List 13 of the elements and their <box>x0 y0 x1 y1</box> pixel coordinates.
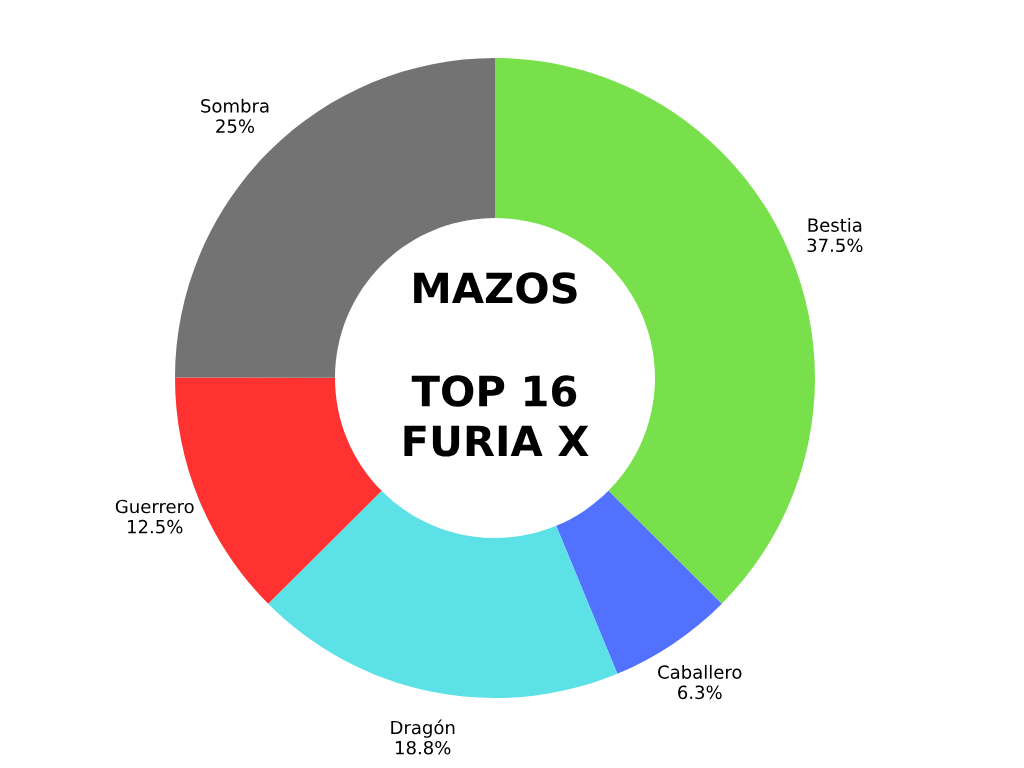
slice-label: Sombra <box>201 98 269 113</box>
slice-label: Dragón <box>391 719 455 738</box>
text: TOP 16 FURIA X <box>404 375 589 457</box>
slice-label: Guerrero <box>115 499 194 514</box>
data-label: 12.5% <box>128 519 183 534</box>
data-label: 6.3% <box>678 685 722 700</box>
slice-label: Caballero <box>658 664 742 679</box>
data-label: 18.8% <box>396 740 451 755</box>
data-label: 37.5% <box>807 238 863 253</box>
text: MAZOS <box>414 272 577 304</box>
data-label: 25% <box>216 119 255 133</box>
slice-label: Bestia <box>808 217 862 232</box>
donut-slice <box>268 490 618 698</box>
